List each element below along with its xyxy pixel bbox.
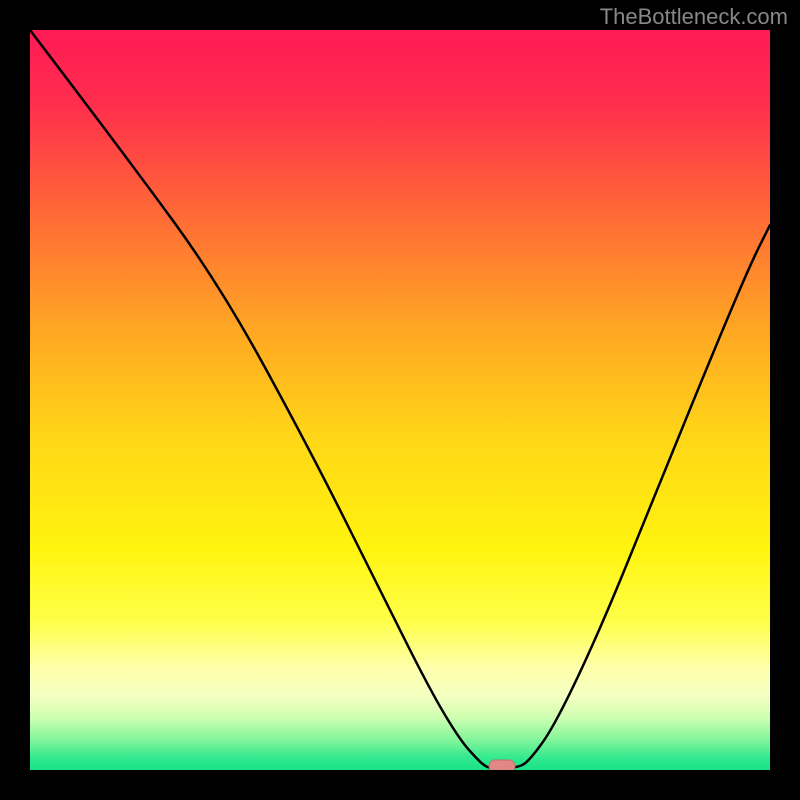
chart-svg	[30, 30, 770, 770]
bottleneck-chart	[30, 30, 770, 770]
optimal-marker	[489, 760, 515, 770]
chart-background	[30, 30, 770, 770]
watermark-text: TheBottleneck.com	[600, 4, 788, 30]
